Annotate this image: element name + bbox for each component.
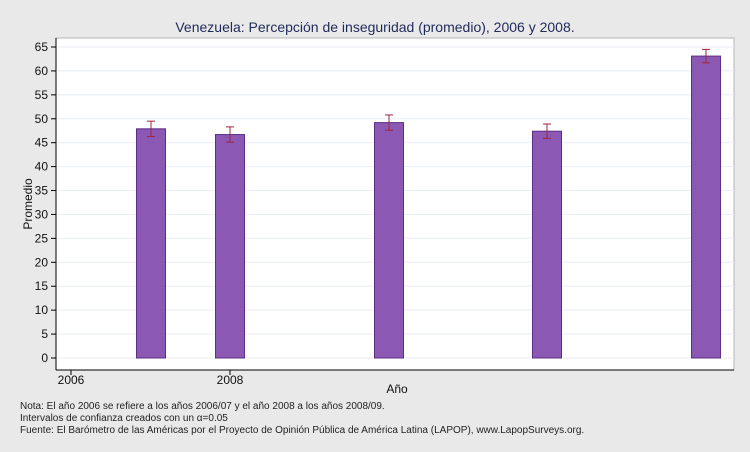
note-line-1: Nota: El año 2006 se refiere a los años … [20, 401, 385, 412]
x-tick-label: 2008 [217, 373, 244, 387]
bar [215, 134, 245, 359]
error-bar [702, 48, 710, 64]
bar [691, 55, 721, 359]
bar [374, 122, 404, 359]
note-line-2: Intervalos de confianza creados con un α… [20, 413, 228, 424]
bar [136, 128, 166, 359]
note-line-3: Fuente: El Barómetro de las Américas por… [20, 425, 585, 436]
y-tick-label: 55 [35, 88, 49, 102]
y-tick-label: 65 [35, 40, 49, 54]
error-bar [226, 126, 234, 143]
y-tick-label: 25 [35, 231, 49, 245]
y-tick-label: 60 [35, 64, 49, 78]
y-tick-label: 35 [35, 184, 49, 198]
y-tick-label: 0 [41, 351, 48, 365]
x-axis-title: Año [386, 382, 408, 396]
x-tick-label: 2006 [58, 373, 85, 387]
x-axis: 2006 2008 [56, 369, 734, 387]
bar [532, 130, 562, 359]
y-tick-label: 50 [35, 112, 49, 126]
error-bars [147, 48, 710, 143]
y-tick-label: 20 [35, 255, 49, 269]
y-tick-label: 30 [35, 207, 49, 221]
bars [136, 55, 721, 359]
error-bar [147, 120, 155, 137]
y-tick-label: 40 [35, 160, 49, 174]
y-tick-label: 10 [35, 303, 49, 317]
y-axis: 0 5 10 15 20 25 30 35 40 45 50 55 60 65 [35, 38, 57, 370]
y-tick-label: 5 [41, 327, 48, 341]
y-axis-title: Promedio [21, 178, 35, 230]
y-tick-label: 15 [35, 279, 49, 293]
error-bar [385, 114, 393, 131]
y-tick-label: 45 [35, 136, 49, 150]
chart-title: Venezuela: Percepción de inseguridad (pr… [175, 19, 574, 35]
error-bar [543, 123, 551, 139]
